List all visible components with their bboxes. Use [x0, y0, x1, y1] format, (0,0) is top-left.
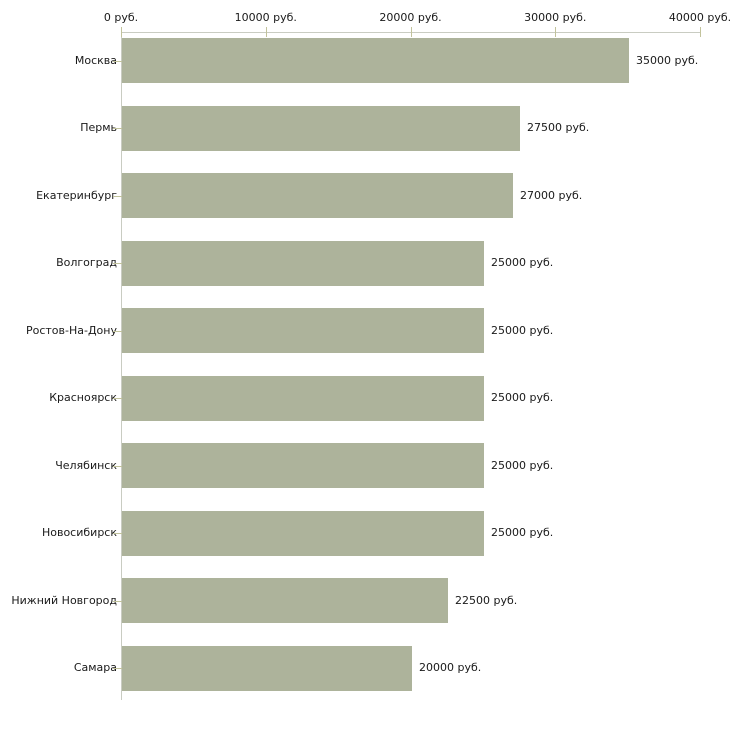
- category-label: Нижний Новгород: [11, 593, 117, 607]
- value-label: 25000 руб.: [491, 458, 554, 472]
- y-axis-tick-mark: [113, 61, 122, 62]
- bar-8: [122, 510, 484, 556]
- x-axis-tick-label: 10000 руб.: [234, 11, 297, 24]
- x-axis-tick-label: 0 руб.: [103, 11, 139, 24]
- y-axis-tick-mark: [113, 601, 122, 602]
- value-label: 27500 руб.: [527, 121, 590, 134]
- x-axis-tick-mark: [700, 27, 701, 37]
- value-label: 20000 руб.: [419, 661, 482, 674]
- y-axis-line: [121, 32, 122, 700]
- y-axis-tick-mark: [113, 331, 122, 332]
- x-axis-tick-mark: [265, 27, 267, 37]
- x-axis-tick-mark: [121, 27, 122, 37]
- bar-3: [122, 173, 513, 218]
- bar-5: [122, 308, 484, 353]
- x-axis-tick-mark: [555, 27, 557, 37]
- y-axis-tick-mark: [113, 128, 122, 129]
- x-axis-tick-mark: [410, 27, 412, 37]
- value-label: 25000 руб.: [491, 526, 554, 539]
- value-label: 25000 руб.: [491, 323, 554, 337]
- category-label: Екатеринбург: [36, 188, 117, 202]
- x-axis-tick-label: 20000 руб.: [379, 11, 442, 24]
- bar-7: [122, 443, 484, 488]
- bar-1: [122, 38, 629, 83]
- category-label: Самара: [73, 661, 117, 674]
- y-axis-tick-mark: [113, 533, 122, 534]
- value-label: 22500 руб.: [455, 593, 518, 607]
- value-label: 25000 руб.: [491, 256, 554, 269]
- category-label: Москва: [74, 53, 117, 67]
- y-axis-tick-mark: [113, 263, 122, 264]
- category-label: Ростов-На-Дону: [25, 323, 117, 337]
- bar-2: [122, 105, 520, 151]
- category-label: Красноярск: [49, 391, 117, 404]
- value-label: 25000 руб.: [491, 391, 554, 404]
- category-label: Волгоград: [56, 256, 117, 269]
- x-axis-tick-label: 40000 руб.: [668, 11, 730, 24]
- category-label: Челябинск: [55, 458, 117, 472]
- bar-9: [122, 578, 448, 623]
- y-axis-tick-mark: [113, 196, 122, 197]
- y-axis-tick-mark: [113, 398, 122, 399]
- value-label: 27000 руб.: [520, 188, 583, 202]
- bar-6: [122, 375, 484, 421]
- category-label: Новосибирск: [41, 526, 117, 539]
- bar-4: [122, 240, 484, 286]
- y-axis-tick-mark: [113, 466, 122, 467]
- bar-10: [122, 645, 412, 691]
- y-axis-tick-mark: [113, 668, 122, 669]
- value-label: 35000 руб.: [636, 53, 699, 67]
- x-axis-tick-label: 30000 руб.: [524, 11, 587, 24]
- category-label: Пермь: [80, 121, 117, 134]
